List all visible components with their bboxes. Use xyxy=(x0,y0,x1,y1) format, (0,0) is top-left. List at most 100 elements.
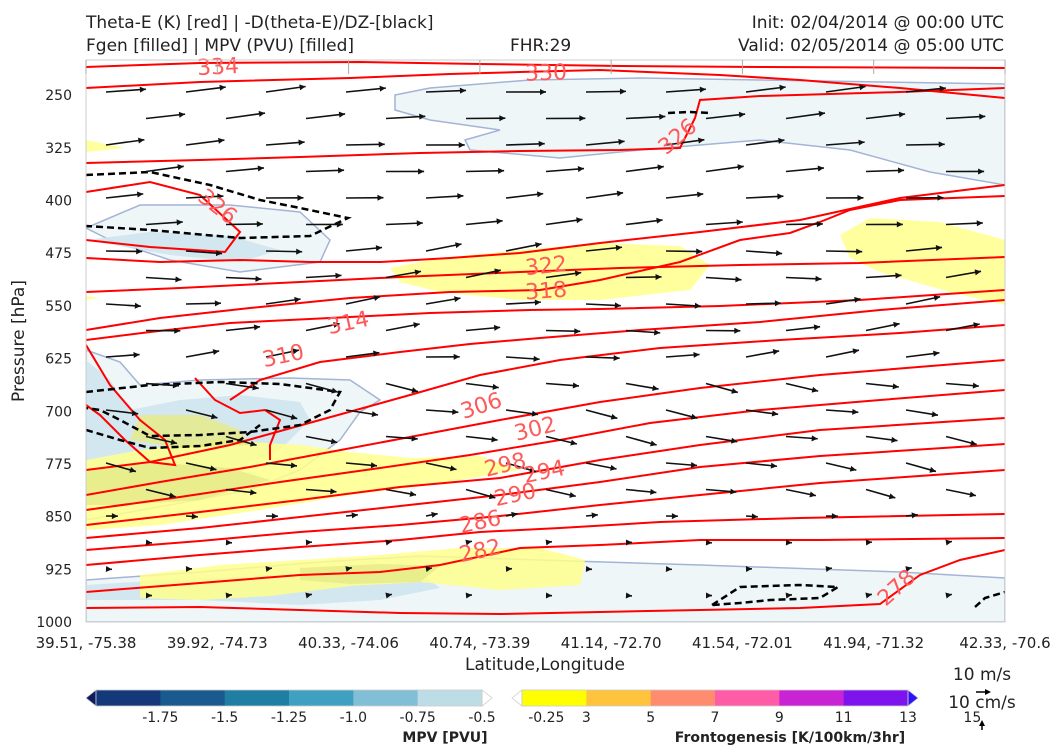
wind-vector xyxy=(705,327,741,334)
wind-vector xyxy=(705,435,738,444)
wind-vector xyxy=(465,167,505,174)
wind-vector xyxy=(105,409,139,417)
wind-vector xyxy=(505,191,544,199)
wind-vector xyxy=(425,566,433,572)
wind-vector xyxy=(345,85,386,93)
colorbar-swatch xyxy=(586,690,652,706)
wind-vector xyxy=(825,84,866,93)
wind-vector xyxy=(265,409,298,420)
wind-vector xyxy=(545,270,582,279)
wind-vector xyxy=(105,462,137,473)
wind-vector xyxy=(545,166,585,173)
wind-vector xyxy=(225,165,265,173)
wind-vector xyxy=(385,539,393,546)
wind-vector xyxy=(345,462,378,469)
wind-vector xyxy=(625,164,664,173)
y-tick-label: 550 xyxy=(45,299,72,315)
wind-vector xyxy=(625,273,662,280)
wind-vector xyxy=(185,513,198,520)
chart-title-line1: Theta-E (K) [red] | -D(theta-E)/DZ-[blac… xyxy=(86,13,434,33)
wind-vector xyxy=(465,435,498,443)
wind-vector xyxy=(785,221,823,228)
wind-vector xyxy=(225,110,266,120)
wind-vector xyxy=(185,462,217,472)
wind-vector xyxy=(625,382,659,392)
wind-vector xyxy=(505,299,541,306)
wind-ref-horizontal: 10 m/s xyxy=(953,665,1011,685)
wind-vector xyxy=(905,245,943,252)
wind-vector xyxy=(705,488,737,495)
wind-vector xyxy=(265,194,304,201)
x-tick-label: 39.92, -74.73 xyxy=(167,634,268,652)
wind-vector xyxy=(905,295,941,305)
y-tick-label: 700 xyxy=(45,404,72,420)
wind-vector xyxy=(345,141,385,148)
wind-vector xyxy=(105,191,144,199)
wind-vector xyxy=(625,329,661,336)
wind-vector xyxy=(465,592,473,599)
wind-vector xyxy=(585,512,598,519)
wind-vector xyxy=(865,221,903,228)
wind-vector xyxy=(585,138,625,146)
wind-vector xyxy=(745,349,780,358)
colorbar-tick-label: -1.0 xyxy=(340,710,367,726)
wind-vector xyxy=(185,349,220,358)
wind-vector xyxy=(265,566,273,572)
wind-vector xyxy=(225,488,257,496)
theta-e-label: 330 xyxy=(525,60,568,86)
wind-vector xyxy=(745,84,786,93)
x-tick-label: 40.74, -73.39 xyxy=(429,634,530,652)
y-tick-label: 1000 xyxy=(36,615,72,631)
colorbar-tick-label: 7 xyxy=(711,710,720,726)
wind-vector xyxy=(105,248,143,255)
y-tick-label: 775 xyxy=(45,457,72,473)
wind-vector xyxy=(385,435,418,442)
wind-vector xyxy=(865,539,873,546)
wind-vector xyxy=(865,488,896,500)
colorbar-tick-label: -0.75 xyxy=(400,710,436,726)
colorbar-tick-label: 3 xyxy=(582,710,591,726)
colorbar-tick-label: -0.25 xyxy=(528,710,564,726)
wind-vector xyxy=(705,592,713,599)
wind-vector xyxy=(865,272,902,279)
wind-vector xyxy=(825,348,860,358)
wind-vector xyxy=(505,511,518,518)
wind-vector xyxy=(225,275,262,282)
frontogenesis-colorbar: 3 5 7 9 11 13 15 xyxy=(511,689,981,726)
wind-vector xyxy=(425,408,459,415)
wind-vector xyxy=(745,409,779,417)
wind-vector xyxy=(545,539,553,546)
wind-vector xyxy=(305,272,342,279)
colorbar-tick-label: 15 xyxy=(963,710,981,726)
wind-vector xyxy=(585,355,620,362)
wind-vector xyxy=(345,566,353,572)
wind-vector xyxy=(345,409,379,418)
wind-vector xyxy=(425,141,465,148)
wind-vector xyxy=(305,539,313,546)
wind-vector xyxy=(385,322,420,332)
wind-vector xyxy=(825,296,861,305)
wind-vector xyxy=(105,86,146,93)
wind-vector xyxy=(625,539,633,546)
wind-vector xyxy=(305,167,345,174)
y-tick-label: 850 xyxy=(45,510,72,526)
wind-vector xyxy=(145,219,183,226)
y-tick-label: 625 xyxy=(45,352,72,368)
wind-vector xyxy=(665,302,701,309)
mpv-colorbar-label: MPV [PVU] xyxy=(402,730,487,746)
wind-vector xyxy=(305,592,313,599)
wind-vector xyxy=(465,382,499,390)
theta-e-label: 318 xyxy=(524,278,568,306)
wind-vector xyxy=(665,513,678,520)
wind-vector xyxy=(145,327,181,334)
wind-vector xyxy=(425,353,460,360)
wind-vector xyxy=(105,566,113,572)
wind-vector xyxy=(265,348,300,358)
wind-vector xyxy=(585,88,627,95)
wind-vector xyxy=(385,382,419,394)
colorbar-swatch xyxy=(85,689,97,707)
wind-vector xyxy=(185,300,221,307)
wind-vector xyxy=(505,409,539,417)
wind-vector xyxy=(945,592,953,599)
